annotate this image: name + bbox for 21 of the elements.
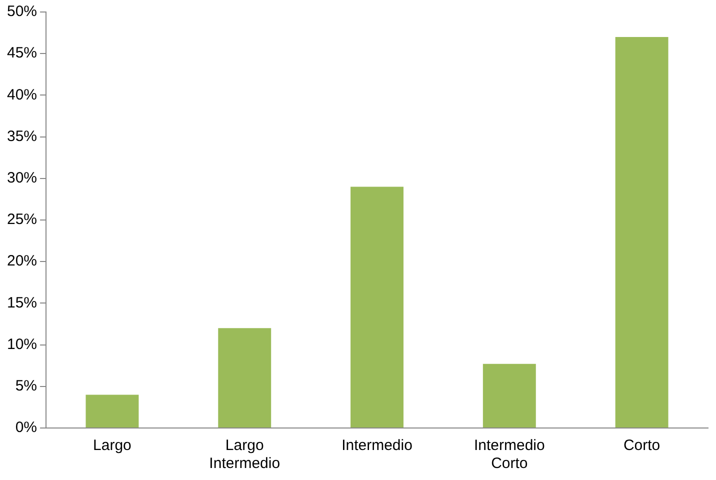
- y-tick-label: 35%: [6, 128, 38, 145]
- y-tick-label: 0%: [15, 419, 38, 436]
- x-tick-label: Intermedio Corto: [474, 437, 545, 472]
- y-tick-label: 30%: [6, 170, 38, 187]
- y-tick-label: 10%: [6, 336, 38, 353]
- x-tick-label: Largo Intermedio: [209, 437, 280, 472]
- bar: [350, 186, 404, 428]
- bar: [482, 364, 536, 428]
- y-tick-label: 40%: [6, 86, 38, 104]
- bar: [615, 36, 668, 428]
- y-tick-label: 20%: [6, 252, 38, 270]
- y-tick-label: 45%: [6, 44, 38, 62]
- bar: [218, 328, 272, 428]
- y-tick-label: 25%: [6, 211, 38, 228]
- x-tick-label: Largo: [93, 437, 132, 454]
- y-tick-label: 5%: [15, 378, 38, 395]
- bar: [86, 394, 139, 428]
- y-tick-label: 15%: [6, 294, 38, 312]
- y-tick-label: 50%: [6, 3, 38, 20]
- x-tick-label: Intermedio: [342, 437, 412, 454]
- x-tick-label: Corto: [623, 437, 660, 454]
